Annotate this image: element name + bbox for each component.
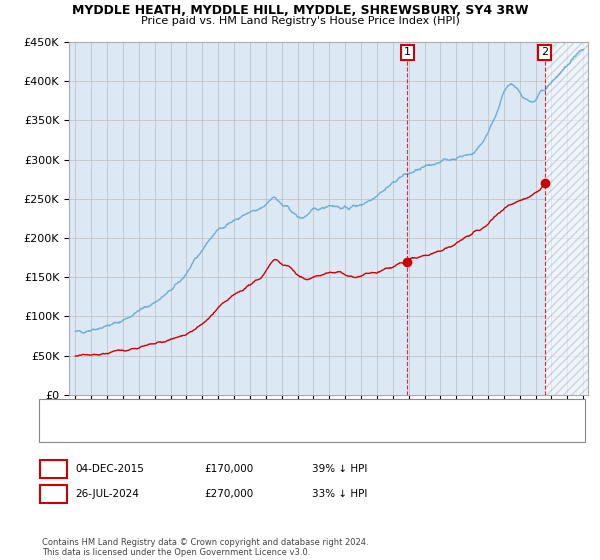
Text: 2: 2: [50, 489, 57, 499]
Bar: [545, 42, 588, 395]
Text: 04-DEC-2015: 04-DEC-2015: [75, 464, 144, 474]
Text: 26-JUL-2024: 26-JUL-2024: [75, 489, 139, 499]
Text: 1: 1: [404, 47, 411, 57]
Text: ——: ——: [51, 424, 79, 438]
Text: 2: 2: [541, 47, 548, 57]
Text: £270,000: £270,000: [204, 489, 253, 499]
Text: 1: 1: [50, 464, 57, 474]
Text: MYDDLE HEATH, MYDDLE HILL, MYDDLE, SHREWSBURY, SY4 3RW: MYDDLE HEATH, MYDDLE HILL, MYDDLE, SHREW…: [72, 4, 528, 17]
Text: £170,000: £170,000: [204, 464, 253, 474]
Text: MYDDLE HEATH, MYDDLE HILL, MYDDLE, SHREWSBURY, SY4 3RW (detached house): MYDDLE HEATH, MYDDLE HILL, MYDDLE, SHREW…: [87, 408, 482, 417]
Text: HPI: Average price, detached house, Shropshire: HPI: Average price, detached house, Shro…: [87, 427, 314, 436]
Text: Contains HM Land Registry data © Crown copyright and database right 2024.
This d: Contains HM Land Registry data © Crown c…: [42, 538, 368, 557]
Text: ——: ——: [51, 405, 79, 419]
Text: Price paid vs. HM Land Registry's House Price Index (HPI): Price paid vs. HM Land Registry's House …: [140, 16, 460, 26]
Text: 33% ↓ HPI: 33% ↓ HPI: [312, 489, 367, 499]
Text: 39% ↓ HPI: 39% ↓ HPI: [312, 464, 367, 474]
